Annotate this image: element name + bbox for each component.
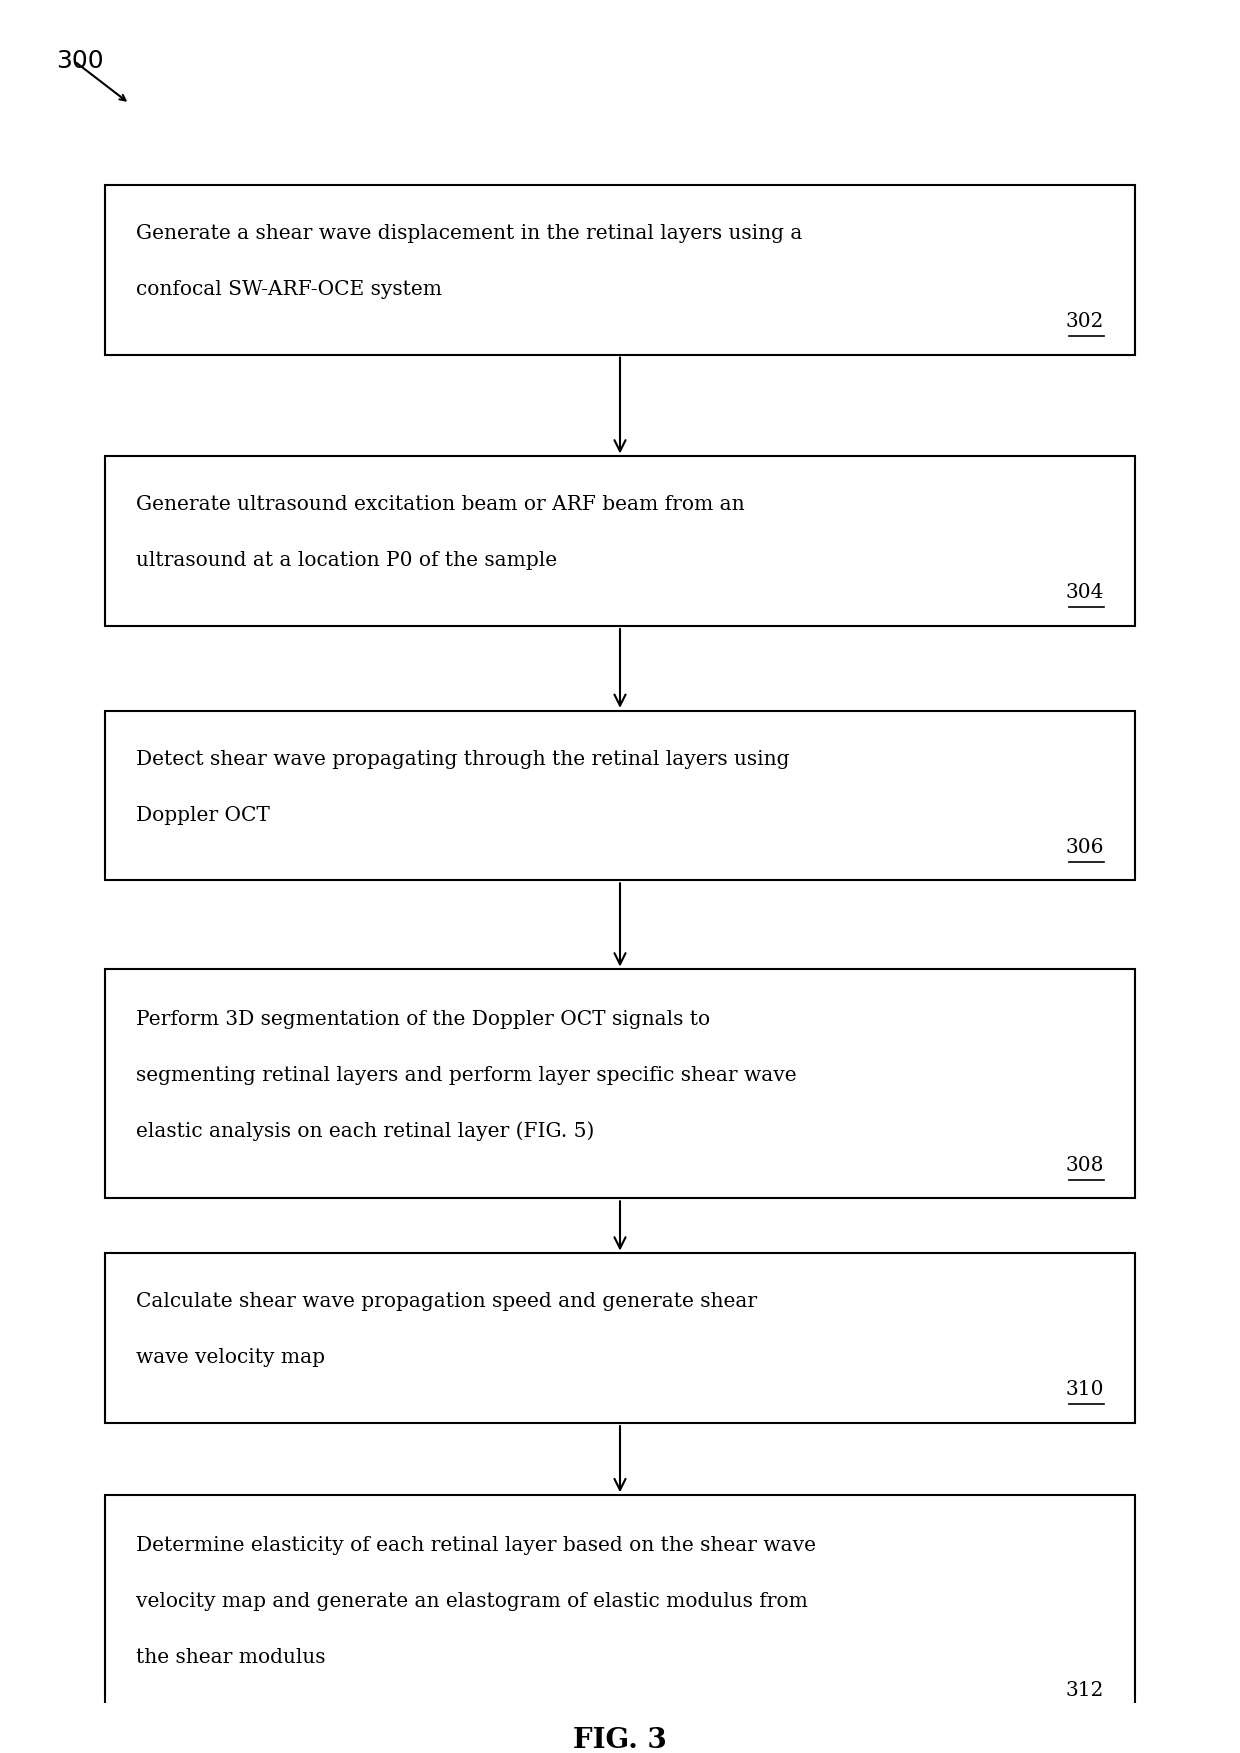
Text: FIG. 3: FIG. 3 bbox=[573, 1727, 667, 1753]
Text: elastic analysis on each retinal layer (FIG. 5): elastic analysis on each retinal layer (… bbox=[135, 1122, 594, 1141]
Text: Perform 3D segmentation of the Doppler OCT signals to: Perform 3D segmentation of the Doppler O… bbox=[135, 1010, 709, 1029]
Text: Doppler OCT: Doppler OCT bbox=[135, 806, 269, 824]
Text: the shear modulus: the shear modulus bbox=[135, 1648, 325, 1667]
Text: velocity map and generate an elastogram of elastic modulus from: velocity map and generate an elastogram … bbox=[135, 1592, 807, 1611]
Text: Generate a shear wave displacement in the retinal layers using a: Generate a shear wave displacement in th… bbox=[135, 224, 802, 244]
Text: segmenting retinal layers and perform layer specific shear wave: segmenting retinal layers and perform la… bbox=[135, 1066, 796, 1085]
Text: Calculate shear wave propagation speed and generate shear: Calculate shear wave propagation speed a… bbox=[135, 1292, 756, 1311]
Text: 310: 310 bbox=[1066, 1380, 1105, 1399]
Text: wave velocity map: wave velocity map bbox=[135, 1348, 325, 1367]
Text: 312: 312 bbox=[1066, 1681, 1105, 1700]
Text: ultrasound at a location P0 of the sample: ultrasound at a location P0 of the sampl… bbox=[135, 550, 557, 570]
Text: 308: 308 bbox=[1066, 1155, 1105, 1175]
Text: 300: 300 bbox=[56, 49, 104, 74]
FancyBboxPatch shape bbox=[105, 456, 1135, 626]
FancyBboxPatch shape bbox=[105, 1495, 1135, 1723]
Text: confocal SW-ARF-OCE system: confocal SW-ARF-OCE system bbox=[135, 280, 441, 298]
FancyBboxPatch shape bbox=[105, 710, 1135, 880]
FancyBboxPatch shape bbox=[105, 1253, 1135, 1423]
Text: 302: 302 bbox=[1066, 312, 1105, 331]
Text: Detect shear wave propagating through the retinal layers using: Detect shear wave propagating through th… bbox=[135, 750, 789, 768]
Text: 304: 304 bbox=[1066, 584, 1105, 603]
FancyBboxPatch shape bbox=[105, 969, 1135, 1199]
Text: 306: 306 bbox=[1066, 838, 1105, 857]
Text: Determine elasticity of each retinal layer based on the shear wave: Determine elasticity of each retinal lay… bbox=[135, 1536, 816, 1555]
Text: Generate ultrasound excitation beam or ARF beam from an: Generate ultrasound excitation beam or A… bbox=[135, 494, 744, 514]
FancyBboxPatch shape bbox=[105, 186, 1135, 354]
